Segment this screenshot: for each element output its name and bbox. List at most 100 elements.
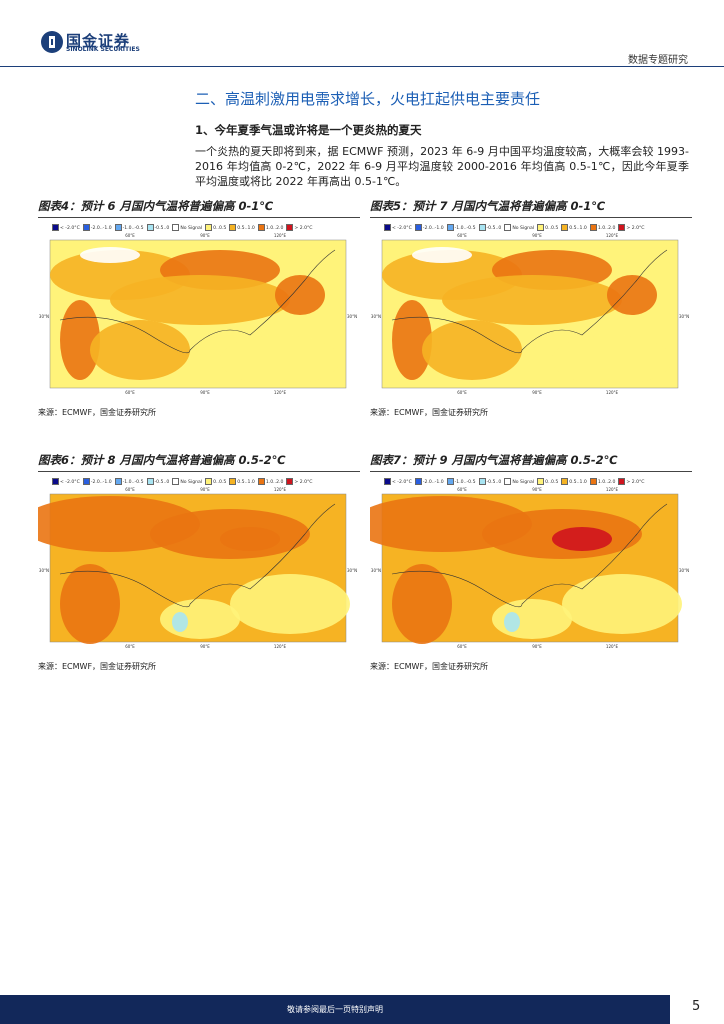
legend-label: -0.5..0	[486, 226, 502, 231]
legend-item: -0.5..0	[478, 224, 502, 231]
lon-label: 60°E	[457, 390, 467, 395]
legend-item: < -2.0°C	[384, 478, 412, 485]
figure-title: 图表4：预计 6 月国内气温将普遍偏高 0-1℃	[38, 198, 360, 218]
legend-swatch	[82, 478, 90, 485]
lat-label: 30°N	[39, 314, 49, 319]
legend-swatch	[114, 224, 122, 231]
legend-label: > 2.0°C	[626, 226, 645, 231]
legend-swatch	[537, 478, 545, 485]
legend-label: -1.0..-0.5	[454, 480, 476, 485]
legend-label: -0.5..0	[154, 480, 170, 485]
lat-label: 30°N	[347, 314, 357, 319]
lon-label: 60°E	[457, 233, 467, 238]
header-rule	[0, 66, 724, 67]
map-region	[80, 247, 140, 263]
footer-disclaimer: 敬请参阅最后一页特别声明	[287, 1005, 383, 1014]
lat-label: 30°N	[371, 314, 381, 319]
legend-item: No Signal	[172, 224, 202, 231]
legend-label: > 2.0°C	[294, 480, 313, 485]
legend-label: < -2.0°C	[392, 480, 412, 485]
legend-label: -2.0..-1.0	[90, 226, 112, 231]
lon-label: 90°E	[200, 233, 210, 238]
legend-item: -0.5..0	[146, 478, 170, 485]
lat-label: 30°N	[679, 568, 689, 573]
legend-label: -1.0..-0.5	[454, 226, 476, 231]
legend-label: < -2.0°C	[60, 226, 80, 231]
legend-item: 1.0..2.0	[257, 478, 284, 485]
legend-item: < -2.0°C	[52, 224, 80, 231]
legend-swatch	[146, 224, 154, 231]
lon-label: 60°E	[457, 487, 467, 492]
figure-source: 来源：ECMWF，国金证券研究所	[370, 408, 489, 417]
lon-label: 120°E	[606, 390, 619, 395]
report-type: 数据专题研究	[628, 55, 688, 66]
legend-label: No Signal	[512, 226, 535, 231]
legend-item: -0.5..0	[478, 478, 501, 485]
legend-swatch	[229, 478, 237, 485]
legend-item: 0.5..1.0	[229, 224, 255, 231]
legend-item: -2.0..-1.0	[414, 224, 444, 231]
legend-label: < -2.0°C	[60, 480, 80, 485]
map-region	[220, 527, 280, 551]
lon-label: 120°E	[274, 390, 287, 395]
legend-item: -1.0..-0.5	[446, 478, 476, 485]
map-region	[392, 300, 432, 380]
figure: 图表4：预计 6 月国内气温将普遍偏高 0-1℃ < -2.0°C -2.0..-1…	[38, 198, 360, 417]
legend-item: No Signal	[504, 224, 534, 231]
legend-swatch	[172, 478, 180, 485]
map-region	[90, 320, 190, 380]
page-number: 5	[692, 999, 701, 1014]
map-region	[230, 574, 350, 634]
legend-label: < -2.0°C	[392, 226, 412, 231]
lat-label: 30°N	[39, 568, 49, 573]
logo-text: 国金证券	[66, 32, 131, 50]
legend-item: > 2.0°C	[618, 224, 645, 231]
map-region	[552, 527, 612, 551]
legend-swatch	[384, 224, 391, 231]
legend-label: 1.0..2.0	[265, 480, 284, 485]
figure-title: 图表6：预计 8 月国内气温将普遍偏高 0.5-2℃	[38, 452, 360, 472]
legend-swatch	[478, 478, 486, 485]
map-region	[110, 275, 290, 325]
lon-label: 60°E	[125, 233, 135, 238]
legend-item: -2.0..-1.0	[82, 478, 112, 485]
legend-label: No Signal	[180, 226, 203, 231]
footer-bar	[0, 995, 670, 1024]
legend-label: -0.5..0	[154, 226, 170, 231]
figure: 图表6：预计 8 月国内气温将普遍偏高 0.5-2℃ < -2.0°C -2.0..…	[38, 452, 360, 671]
figure: 图表7：预计 9 月国内气温将普遍偏高 0.5-2℃ < -2.0°C -2.0..…	[370, 452, 692, 671]
lon-label: 90°E	[532, 390, 542, 395]
legend-item: > 2.0°C	[618, 478, 645, 485]
legend-label: 1.0..2.0	[597, 226, 616, 231]
map-region	[412, 247, 472, 263]
legend-label: -2.0..-1.0	[422, 226, 444, 231]
legend-swatch	[286, 478, 294, 485]
figure-source: 来源：ECMWF，国金证券研究所	[38, 408, 157, 417]
lat-label: 30°N	[371, 568, 381, 573]
legend-swatch	[537, 224, 545, 231]
map-region	[492, 599, 572, 639]
legend-item: 0.5..1.0	[229, 478, 255, 485]
legend-swatch	[257, 478, 265, 485]
map-legend: < -2.0°C -2.0..-1.0 -1.0..-0.5 -0.5..0 No Si…	[52, 478, 360, 485]
forecast-map: 60°E 60°E 90°E 90°E 120°E 120°E 30°N 30°N	[39, 233, 357, 395]
lon-label: 90°E	[200, 644, 210, 649]
coastline	[59, 249, 336, 354]
coastline	[391, 249, 668, 354]
lon-label: 120°E	[274, 487, 287, 492]
lon-label: 60°E	[457, 644, 467, 649]
legend-swatch	[618, 224, 626, 231]
legend-label: 0..0.5	[213, 226, 227, 231]
coastline	[59, 503, 336, 608]
legend-item: 1.0..2.0	[589, 478, 615, 485]
lat-label: 30°N	[679, 314, 689, 319]
paragraph: 一个炎热的夏天即将到来，据 ECMWF 预测，2023 年 6-9 月中国平均温…	[195, 145, 689, 188]
legend-label: -1.0..-0.5	[122, 480, 144, 485]
legend-swatch	[561, 478, 569, 485]
legend-swatch	[414, 224, 422, 231]
legend-item: -1.0..-0.5	[114, 478, 144, 485]
forecast-map: 60°E 60°E 90°E 90°E 120°E 120°E 30°N 30°N	[38, 487, 357, 649]
map-region	[442, 275, 622, 325]
legend-swatch	[504, 478, 512, 485]
